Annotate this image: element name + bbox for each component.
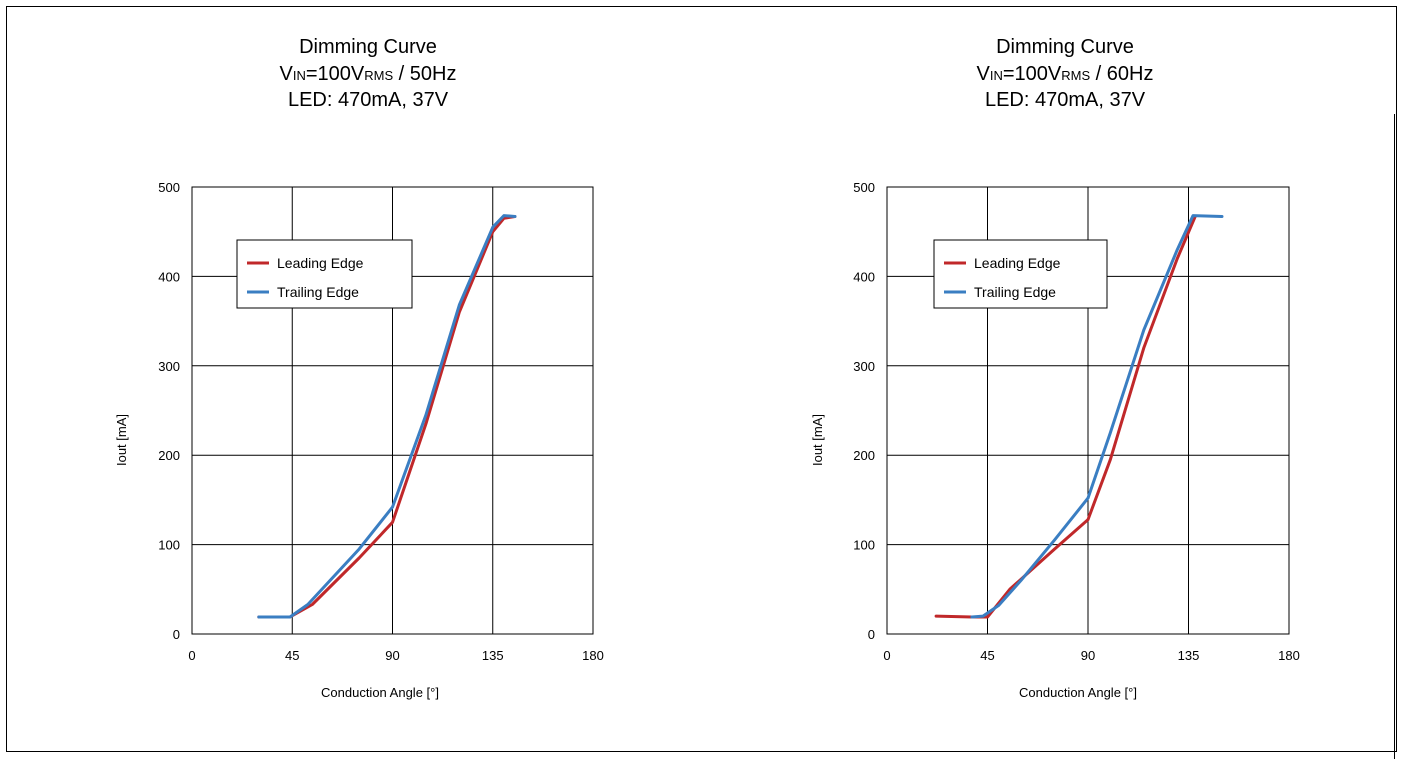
legend-label: Trailing Edge (277, 284, 359, 300)
y-tick-label: 300 (158, 359, 180, 374)
x-tick-label: 180 (582, 648, 604, 663)
y-tick-label: 200 (158, 448, 180, 463)
x-tick-label: 0 (883, 648, 890, 663)
legend-label: Leading Edge (277, 255, 364, 271)
series-line-trailing-edge (257, 214, 517, 619)
y-tick-label: 100 (853, 538, 875, 553)
chart-title-line3: LED: 470mA, 37V (288, 89, 449, 111)
legend: Leading Edge Trailing Edge (933, 239, 1108, 309)
chart-title-line2: VIN=100VRMS / 50Hz (280, 63, 457, 85)
x-axis-label: Conduction Angle [°] (321, 685, 439, 700)
x-axis-label: Conduction Angle [°] (1019, 685, 1137, 700)
series-line-trailing-edge (970, 214, 1224, 619)
y-tick-label: 300 (853, 359, 875, 374)
x-tick-label: 135 (482, 648, 504, 663)
y-tick-label: 100 (158, 538, 180, 553)
figure-frame (6, 6, 1397, 752)
y-axis-label: Iout [mA] (810, 414, 825, 466)
y-tick-label: 500 (158, 180, 180, 195)
chart-title-line3: LED: 470mA, 37V (985, 89, 1146, 111)
y-tick-label: 400 (853, 269, 875, 284)
y-tick-label: 500 (853, 180, 875, 195)
x-tick-label: 135 (1178, 648, 1200, 663)
chart-title-line1: Dimming Curve (996, 36, 1134, 58)
series-layer (934, 214, 1224, 619)
ticks: 0 45 90 135 180 0 100 200 300 400 500 (158, 180, 604, 663)
x-tick-label: 90 (385, 648, 399, 663)
chart-title-line1: Dimming Curve (299, 36, 437, 58)
y-tick-label: 400 (158, 269, 180, 284)
x-tick-label: 45 (285, 648, 299, 663)
chart-title-line2: VIN=100VRMS / 60Hz (977, 63, 1154, 85)
y-axis-label: Iout [mA] (114, 414, 129, 466)
x-tick-label: 180 (1278, 648, 1300, 663)
legend-box (236, 239, 413, 309)
x-tick-label: 45 (980, 648, 994, 663)
chart-60hz: Dimming Curve VIN=100VRMS / 60Hz LED: 47… (810, 36, 1300, 700)
chart-50hz: Dimming Curve VIN=100VRMS / 50Hz LED: 47… (114, 36, 604, 700)
ticks: 0 45 90 135 180 0 100 200 300 400 500 (853, 180, 1300, 663)
x-tick-label: 0 (188, 648, 195, 663)
legend-label: Leading Edge (974, 255, 1061, 271)
legend-box (933, 239, 1108, 309)
series-layer (257, 214, 517, 619)
y-tick-label: 0 (173, 627, 180, 642)
y-tick-label: 0 (868, 627, 875, 642)
x-tick-label: 90 (1081, 648, 1095, 663)
legend-label: Trailing Edge (974, 284, 1056, 300)
frame-divider (1394, 114, 1395, 759)
y-tick-label: 200 (853, 448, 875, 463)
legend: Leading Edge Trailing Edge (236, 239, 413, 309)
